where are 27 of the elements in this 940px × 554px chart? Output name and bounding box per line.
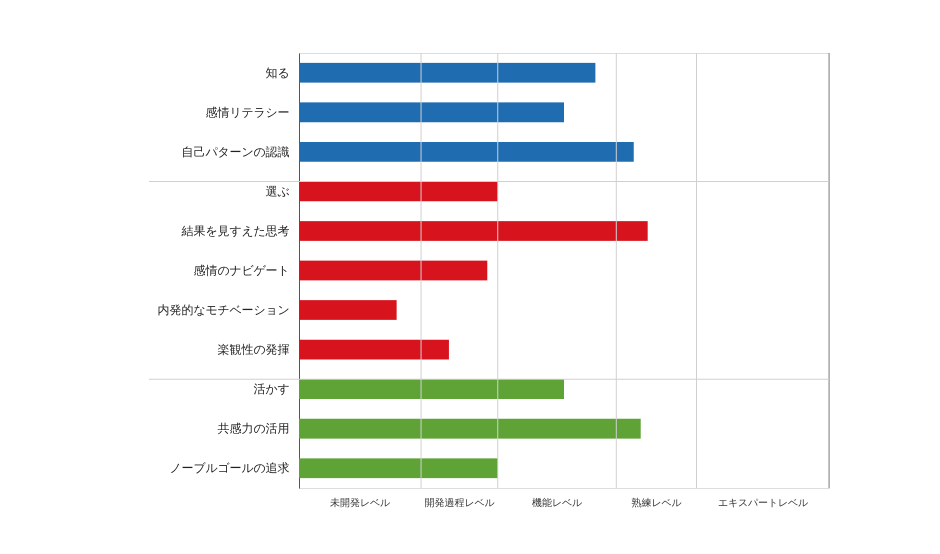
text: 開発過程レベル [424,498,494,509]
bar [299,102,564,122]
y-tick-label: 選ぶ [266,184,290,198]
bar [299,458,498,478]
y-tick-label: 自己パターンの認識 [182,144,290,159]
bar [299,260,488,280]
y-tick-label: 活かす [254,382,290,396]
bar [299,62,596,83]
y-tick-label: 共感力の活用 [218,422,290,436]
bar [299,142,634,162]
y-tick-label: ノーブルゴールの追求 [170,461,290,476]
text: エキスパートレベル [718,498,808,509]
bar [299,418,641,439]
bar [299,340,449,360]
y-tick-label: 感情のナビゲート [194,264,290,278]
text: 熟練レベル [631,497,682,509]
bar [299,221,648,241]
text: 機能レベル [532,497,582,509]
y-tick-label: 知る [266,66,290,80]
bar [299,300,397,320]
y-tick-label: 感情リテラシー [206,105,290,120]
y-tick-label: 楽観性の発揮 [218,342,290,357]
text: 未開発レベル [330,497,390,509]
bar [299,182,498,202]
y-tick-label: 結果を見すえた思考 [180,224,290,238]
y-tick-label: 内発的なモチベーション [158,303,290,318]
bar [299,379,564,400]
